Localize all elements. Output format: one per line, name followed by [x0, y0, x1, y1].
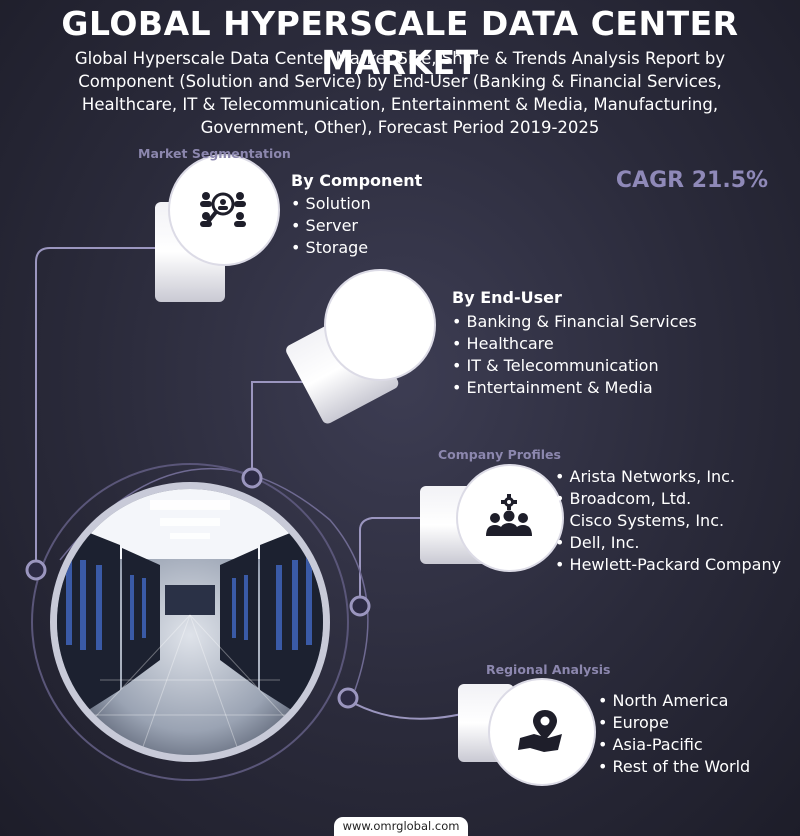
component-list: Solution Server Storage — [291, 193, 371, 259]
regional-analysis-label: Regional Analysis — [486, 662, 611, 677]
list-item: Solution — [291, 193, 371, 215]
node-segmentation — [25, 559, 47, 581]
region-list: North America Europe Asia-Pacific Rest o… — [598, 690, 751, 778]
connector-line-regional — [347, 699, 471, 720]
company-profiles-label: Company Profiles — [438, 447, 561, 462]
list-item: Broadcom, Ltd. — [555, 488, 781, 510]
people-search-icon — [200, 192, 246, 227]
list-item: Asia-Pacific — [598, 734, 750, 756]
list-item: Europe — [598, 712, 750, 734]
list-item: Healthcare — [452, 333, 697, 355]
data-center-photo — [57, 489, 323, 755]
list-item: Server — [291, 215, 371, 237]
circle-enduser — [324, 269, 436, 381]
cagr-value: CAGR 21.5% — [615, 168, 769, 193]
list-item: Rest of the World — [598, 756, 751, 778]
list-item: North America — [598, 690, 750, 712]
connector-line-segmentation — [35, 247, 158, 568]
market-segmentation-label: Market Segmentation — [138, 146, 291, 161]
list-item: Hewlett-Packard Company — [555, 554, 782, 576]
node-enduser — [241, 467, 263, 489]
page-title: GLOBAL HYPERSCALE DATA CENTER MARKET — [61, 4, 739, 82]
node-regional — [337, 687, 359, 709]
list-item: Banking & Financial Services — [452, 311, 697, 333]
list-item: Cisco Systems, Inc. — [555, 510, 781, 532]
page-subtitle: Global Hyperscale Data Center Market Siz… — [74, 49, 726, 137]
list-item: IT & Telecommunication — [452, 355, 697, 377]
company-list: Arista Networks, Inc. Broadcom, Ltd. Cis… — [555, 466, 782, 576]
list-item: Dell, Inc. — [555, 532, 781, 554]
end-user-list: Banking & Financial Services Healthcare … — [452, 311, 697, 399]
list-item: Entertainment & Media — [452, 377, 697, 399]
list-item: Arista Networks, Inc. — [555, 466, 781, 488]
connector-line-companies — [359, 517, 438, 604]
team-gear-icon — [486, 494, 532, 536]
node-companies — [349, 595, 371, 617]
by-end-user-heading: By End-User — [452, 288, 562, 307]
website-link[interactable]: www.omrglobal.com — [334, 817, 468, 836]
by-component-heading: By Component — [291, 171, 423, 190]
list-item: Storage — [291, 237, 371, 259]
map-pin-icon — [518, 710, 562, 752]
